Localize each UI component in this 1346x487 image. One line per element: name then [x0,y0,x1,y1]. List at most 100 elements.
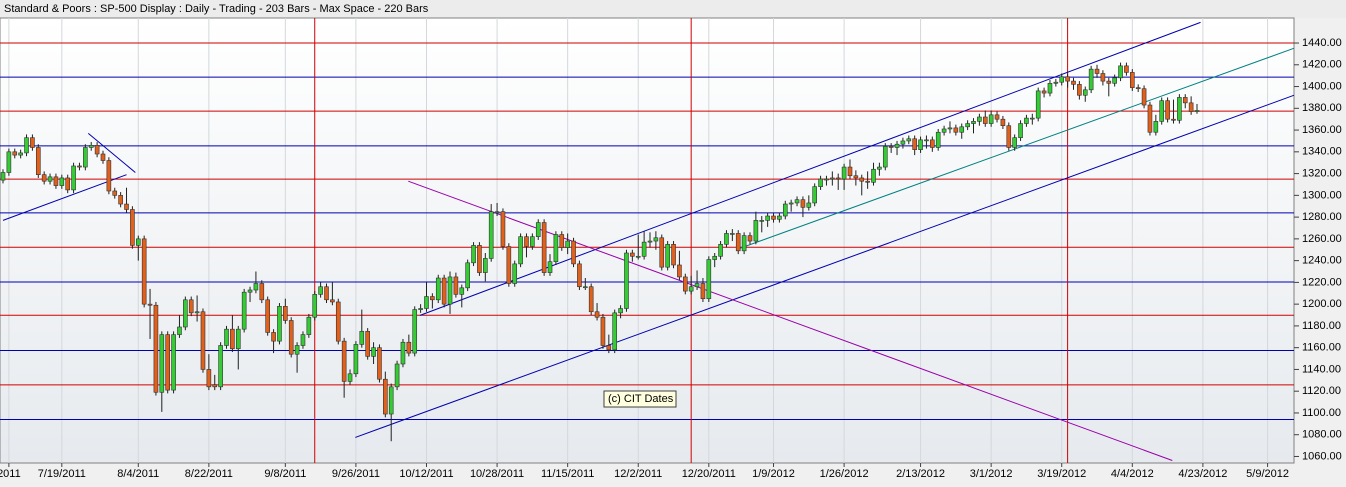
candle-body [794,199,800,204]
candle-body [588,286,594,313]
candle-body [59,177,65,186]
trend-line [739,47,1294,249]
candle-body [871,168,876,183]
x-tick-label: 1/26/2012 [820,468,869,480]
candle-body [1024,117,1029,124]
candle-body [853,175,859,179]
x-tick-label: 12/20/2011 [682,468,736,480]
y-tick-label: 1060.00 [1302,450,1342,462]
plot-layer [0,18,1294,463]
x-tick-label: 9/26/2011 [332,468,380,480]
candle-body [206,369,212,388]
candle-body [935,131,941,148]
candle-body [283,306,288,321]
candle-body [930,139,935,148]
candle-body [841,166,847,180]
candle-body [700,283,706,300]
y-tick-label: 1420.00 [1302,59,1342,71]
candle-body [906,138,912,142]
y-tick-label: 1200.00 [1302,298,1342,310]
x-tick-label: 4/23/2012 [1178,468,1227,480]
candle-body [65,177,70,191]
candle-body [835,177,841,180]
candle-body [424,296,429,309]
y-tick-label: 1140.00 [1302,363,1341,375]
candle-body [524,236,529,247]
candle-body [977,116,982,122]
candle-body [994,114,1000,120]
candle-body [1088,68,1094,91]
candle-body [253,283,259,291]
candle-body [47,176,53,182]
candle-body [241,291,247,330]
candle-body [165,334,170,391]
candle-body [1124,65,1129,73]
candle-body [1177,97,1182,121]
candle-body [1012,137,1017,148]
candle-body [918,139,923,150]
candle-body [600,316,606,346]
candle-body [653,237,659,242]
candle-body [947,127,953,130]
candle-body [571,240,576,265]
candle-body [988,114,994,124]
candle-body [647,240,653,243]
candle-body [541,222,547,273]
candle-body [618,308,623,314]
x-tick-label: 2/13/2012 [896,468,945,480]
candle-body [818,178,823,187]
x-tick-label: 3/19/2012 [1037,468,1086,480]
candle-body [671,244,676,266]
candle-body [518,236,523,265]
candle-body [1106,80,1112,84]
candle-body [565,240,570,248]
candle-body [118,195,123,205]
candle-body [1035,90,1041,119]
candle-body [265,299,270,333]
candle-body [1077,84,1082,96]
candle-body [741,235,747,252]
candle-body [1065,76,1070,82]
candle-body [1018,123,1023,138]
candle-body [0,172,6,181]
candle-body [188,299,194,314]
trend-line [2,174,127,221]
candle-body [500,211,506,247]
candle-body [582,286,588,289]
annotation: (c) CIT Dates [608,393,674,405]
candle-body [659,237,665,268]
x-tick-label: 10/12/2011 [399,468,453,480]
y-tick-label: 1280.00 [1302,211,1342,223]
candle-body [388,386,394,415]
candle-body [1159,100,1165,122]
x-tick-label: 4/4/2012 [1111,468,1154,480]
candle-body [882,146,888,168]
y-tick-label: 1360.00 [1302,124,1342,136]
candle-body [6,151,12,173]
candle-body [759,220,765,222]
candle-body [694,283,700,288]
candle-body [247,289,253,293]
candle-body [430,296,435,301]
x-tick-label: 8/4/2011 [117,468,159,480]
candle-body [735,233,741,252]
candle-body [806,202,812,208]
candle-body [553,234,559,263]
candle-body [1000,118,1006,127]
candle-body [71,165,76,191]
candle-body [471,245,476,264]
candle-body [718,244,723,257]
candle-body [594,311,600,318]
candle-body [665,244,670,268]
candle-body [112,190,118,196]
candle-body [506,246,512,284]
candle-body [106,160,112,192]
candle-body [959,126,965,133]
candle-body [200,311,206,370]
candle-body [312,294,318,318]
candle-body [447,276,453,305]
candle-body [641,241,647,257]
candle-body [353,344,359,375]
